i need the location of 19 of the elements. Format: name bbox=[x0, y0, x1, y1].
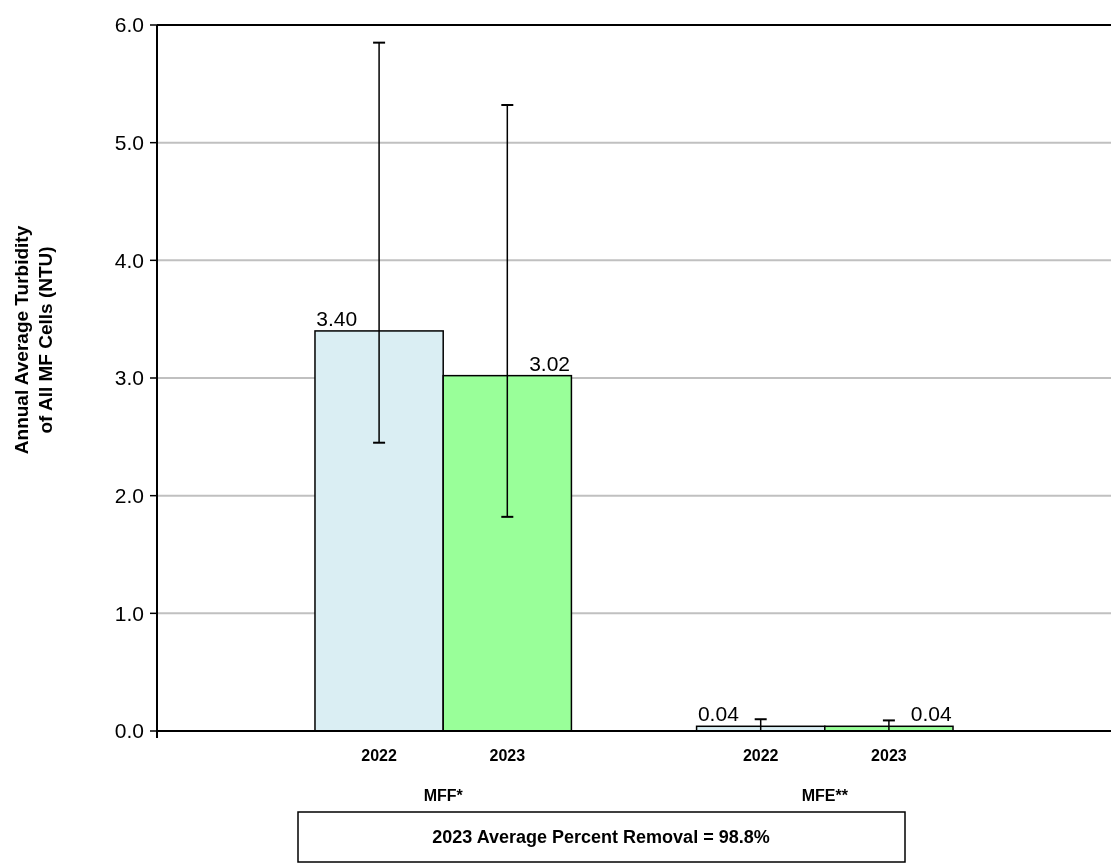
text: 2022 bbox=[742, 747, 779, 764]
y-tick-label: 1.0 bbox=[114, 601, 144, 625]
x-tick-label: MFE** bbox=[801, 787, 849, 804]
y-axis-title: Annual Average Turbidity of All MF Cells (NTU) bbox=[11, 225, 56, 455]
text: 2023 bbox=[871, 747, 907, 764]
y-tick-label: 3.0 bbox=[114, 366, 144, 390]
data-label: 0.04 bbox=[910, 702, 952, 726]
series-label: 2023 bbox=[489, 747, 526, 764]
y-tick-label: 2.0 bbox=[114, 484, 144, 508]
data-label: 3.02 bbox=[529, 351, 571, 375]
y-tick-label: 5.0 bbox=[114, 131, 144, 155]
y-tick-label: 4.0 bbox=[114, 248, 144, 272]
y-tick-label: 6.0 bbox=[114, 13, 144, 37]
text: 2023 Average Percent Removal = 98.8% bbox=[432, 827, 770, 848]
data-label: 3.40 bbox=[316, 306, 358, 330]
series-label: 2022 bbox=[361, 747, 397, 764]
x-tick-label: MFF* bbox=[423, 787, 464, 804]
data-label: 0.04 bbox=[697, 702, 740, 726]
y-tick-label: 0.0 bbox=[114, 719, 144, 743]
